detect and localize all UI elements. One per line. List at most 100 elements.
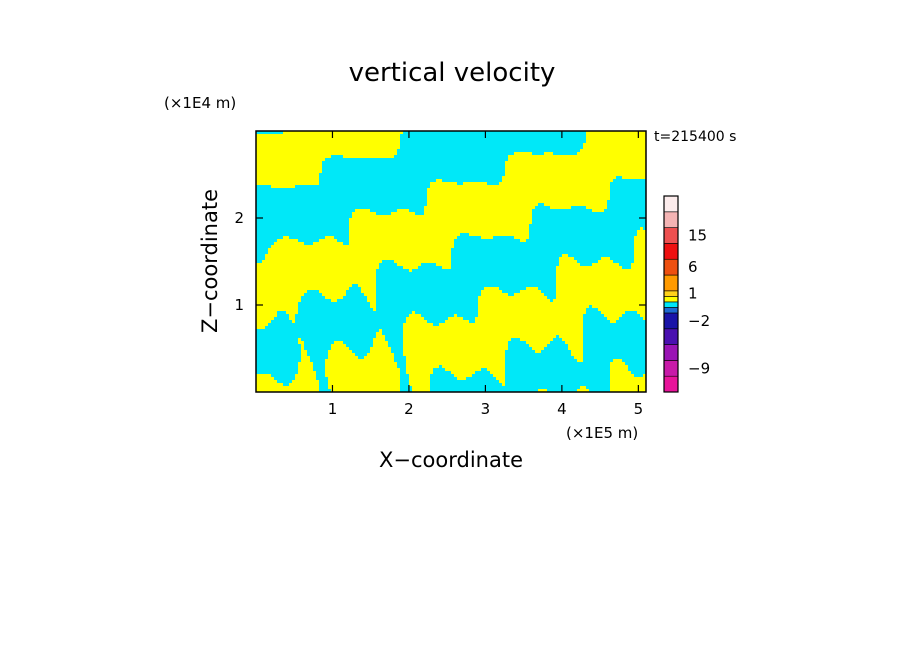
field-cell bbox=[433, 131, 437, 135]
field-cell bbox=[412, 209, 416, 213]
field-cell bbox=[643, 155, 647, 159]
field-cell bbox=[475, 239, 479, 243]
field-cell bbox=[376, 137, 380, 141]
field-cell bbox=[463, 218, 467, 222]
field-cell bbox=[565, 242, 569, 246]
field-cell bbox=[259, 203, 263, 207]
field-cell bbox=[403, 131, 407, 135]
field-cell bbox=[445, 230, 449, 234]
field-cell bbox=[442, 224, 446, 228]
field-cell bbox=[583, 194, 587, 198]
field-cell bbox=[586, 146, 590, 150]
field-cell bbox=[592, 203, 596, 207]
field-cell bbox=[550, 134, 554, 138]
field-cell bbox=[433, 230, 437, 234]
field-cell bbox=[637, 209, 641, 213]
field-cell bbox=[292, 209, 296, 213]
field-cell bbox=[337, 170, 341, 174]
field-cell bbox=[394, 173, 398, 177]
field-cell bbox=[460, 242, 464, 246]
field-cell bbox=[613, 134, 617, 138]
field-cell bbox=[373, 206, 377, 210]
field-cell bbox=[622, 146, 626, 150]
field-cell bbox=[589, 239, 593, 243]
field-cell bbox=[277, 218, 281, 222]
field-cell bbox=[418, 230, 422, 234]
field-cell bbox=[394, 245, 398, 249]
field-cell bbox=[505, 188, 509, 192]
field-cell bbox=[619, 224, 623, 228]
field-cell bbox=[568, 212, 572, 216]
field-cell bbox=[454, 236, 458, 240]
field-cell bbox=[274, 158, 278, 162]
field-cell bbox=[409, 152, 413, 156]
field-cell bbox=[286, 239, 290, 243]
field-cell bbox=[274, 173, 278, 177]
field-cell bbox=[259, 242, 263, 246]
field-cell bbox=[379, 185, 383, 189]
field-cell bbox=[598, 176, 602, 180]
field-cell bbox=[622, 230, 626, 234]
field-cell bbox=[364, 230, 368, 234]
field-cell bbox=[502, 161, 506, 165]
field-cell bbox=[421, 137, 425, 141]
field-cell bbox=[454, 221, 458, 225]
field-cell bbox=[502, 155, 506, 159]
field-cell bbox=[526, 221, 530, 225]
field-cell bbox=[364, 191, 368, 195]
field-cell bbox=[535, 143, 539, 147]
field-cell bbox=[382, 167, 386, 171]
field-cell bbox=[286, 176, 290, 180]
field-cell bbox=[268, 182, 272, 186]
field-cell bbox=[598, 206, 602, 210]
field-cell bbox=[508, 230, 512, 234]
field-cell bbox=[271, 146, 275, 150]
field-cell bbox=[268, 242, 272, 246]
field-cell bbox=[283, 245, 287, 249]
field-cell bbox=[589, 242, 593, 246]
field-cell bbox=[313, 233, 317, 237]
field-cell bbox=[394, 197, 398, 201]
field-cell bbox=[421, 131, 425, 135]
field-cell bbox=[478, 224, 482, 228]
field-cell bbox=[550, 140, 554, 144]
field-cell bbox=[547, 170, 551, 174]
field-cell bbox=[295, 221, 299, 225]
field-cell bbox=[262, 194, 266, 198]
field-cell bbox=[565, 203, 569, 207]
field-cell bbox=[601, 242, 605, 246]
field-cell bbox=[508, 218, 512, 222]
field-cell bbox=[499, 179, 503, 183]
field-cell bbox=[391, 146, 395, 150]
field-cell bbox=[556, 191, 560, 195]
field-cell bbox=[352, 170, 356, 174]
field-cell bbox=[454, 212, 458, 216]
field-cell bbox=[592, 140, 596, 144]
field-cell bbox=[319, 152, 323, 156]
field-cell bbox=[637, 224, 641, 228]
field-cell bbox=[556, 164, 560, 168]
field-cell bbox=[643, 203, 647, 207]
field-cell bbox=[430, 236, 434, 240]
field-cell bbox=[424, 149, 428, 153]
field-cell bbox=[331, 182, 335, 186]
field-cell bbox=[304, 176, 308, 180]
field-cell bbox=[292, 188, 296, 192]
field-cell bbox=[610, 182, 614, 186]
field-cell bbox=[628, 182, 632, 186]
field-cell bbox=[607, 188, 611, 192]
field-cell bbox=[454, 239, 458, 243]
field-cell bbox=[391, 167, 395, 171]
field-cell bbox=[586, 173, 590, 177]
field-cell bbox=[562, 146, 566, 150]
field-cell bbox=[559, 200, 563, 204]
field-cell bbox=[367, 164, 371, 168]
field-cell bbox=[580, 167, 584, 171]
field-cell bbox=[301, 215, 305, 219]
field-cell bbox=[511, 137, 515, 141]
field-cell bbox=[259, 134, 263, 138]
field-cell bbox=[421, 221, 425, 225]
field-cell bbox=[601, 134, 605, 138]
field-cell bbox=[622, 218, 626, 222]
field-cell bbox=[502, 239, 506, 243]
